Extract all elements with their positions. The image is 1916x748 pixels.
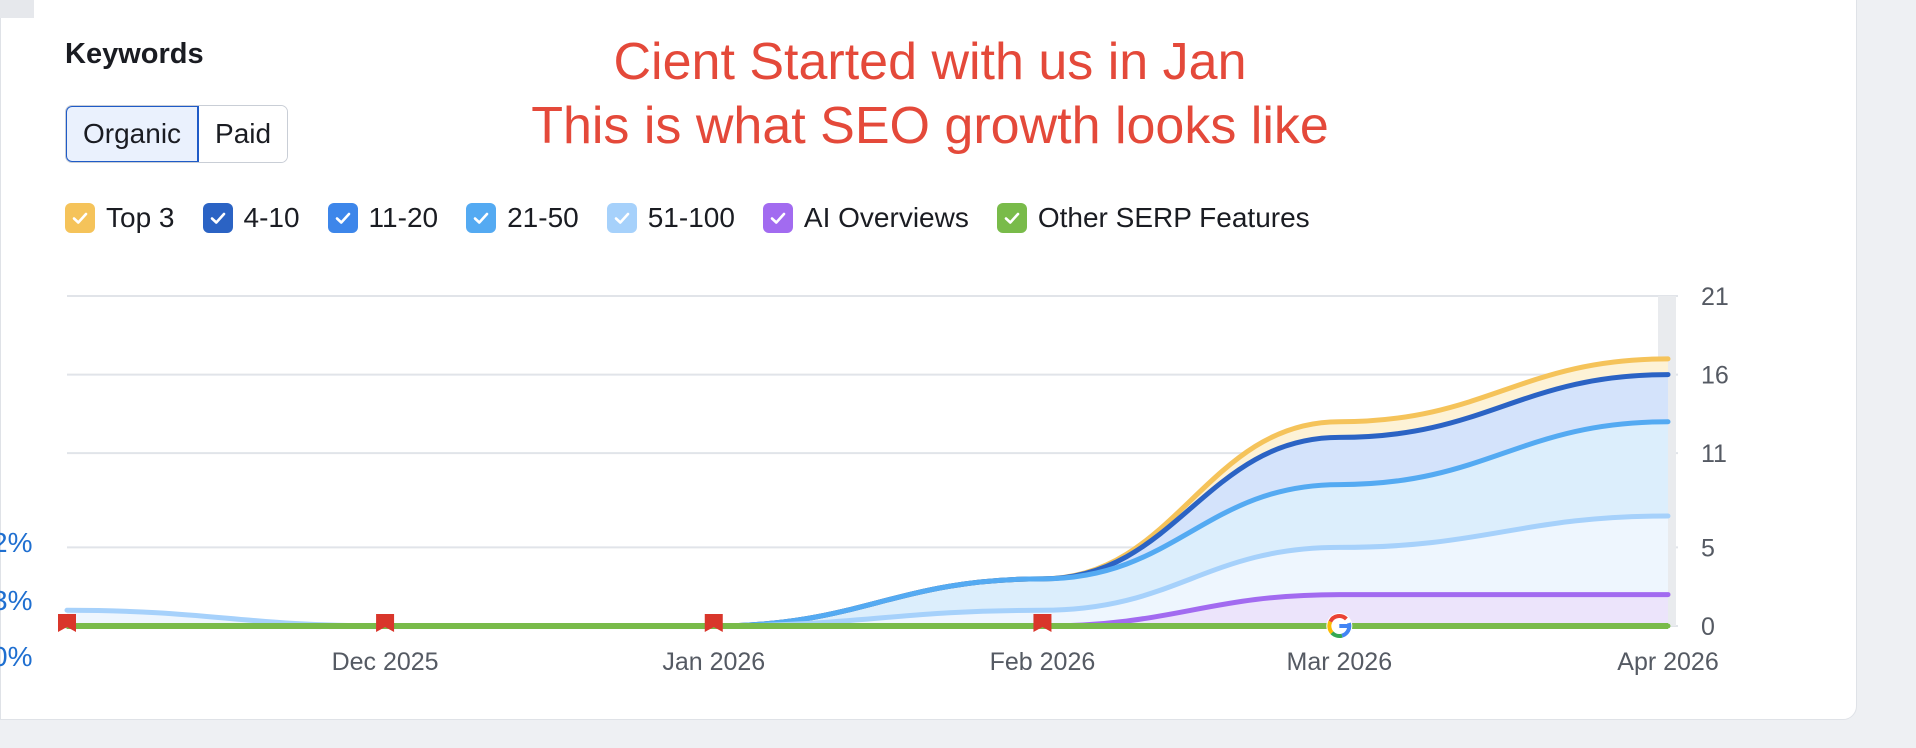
legend-label: Top 3: [106, 202, 175, 233]
tab-paid[interactable]: Paid: [199, 106, 288, 162]
check-icon[interactable]: [327, 203, 358, 233]
legend-item[interactable]: 4-10: [202, 202, 300, 234]
left-axis-label: 3%: [0, 585, 33, 616]
google-icon-segment: [1327, 620, 1334, 635]
y-tick-label: 0: [1701, 613, 1715, 641]
keywords-chart: 0 5 11 16 21 Dec 2025 Jan 2026 Feb 2026 Mar 2026…: [58, 283, 1729, 676]
tab-organic[interactable]: Organic: [66, 106, 200, 162]
x-tick-label: Feb 2026: [990, 648, 1096, 676]
google-icon-segment: [1328, 614, 1348, 623]
y-tick-label: 16: [1701, 362, 1729, 390]
legend-item[interactable]: 21-50: [466, 202, 579, 234]
annotation-text: Cient Started with us in Jan This is wha…: [460, 30, 1400, 158]
legend-label: 51-100: [647, 202, 735, 233]
flag-icon: [704, 614, 723, 632]
annotation-line-1: Cient Started with us in Jan: [613, 33, 1247, 91]
y-tick-label: 5: [1701, 534, 1715, 562]
check-icon[interactable]: [606, 203, 637, 233]
check-icon[interactable]: [65, 203, 95, 233]
legend-label: 4-10: [243, 202, 300, 233]
y-tick-label: 11: [1701, 440, 1727, 468]
legend-item[interactable]: 51-100: [606, 202, 735, 234]
legend-label: Other SERP Features: [1037, 202, 1310, 233]
legend-label: AI Overviews: [803, 202, 969, 233]
series-area: [67, 594, 1668, 626]
organic-paid-toggle: Organic Paid: [65, 105, 289, 163]
check-icon[interactable]: [466, 203, 497, 233]
flag-icon: [376, 614, 395, 632]
x-tick-label: Dec 2025: [332, 648, 439, 676]
y-tick-label: 21: [1701, 283, 1729, 311]
flag-icon: [1033, 614, 1052, 632]
x-tick-label: Mar 2026: [1287, 648, 1393, 676]
left-axis-label: 2%: [0, 527, 33, 558]
corner-tab: [0, 0, 34, 18]
chart-legend: Top 3 4-10 11-20 21-50 51-100 AI Overviews Oth…: [65, 202, 1338, 234]
widget-title: Keywords: [65, 38, 204, 70]
check-icon[interactable]: [202, 203, 233, 233]
check-icon[interactable]: [996, 203, 1027, 233]
google-icon-segment: [1330, 631, 1343, 638]
legend-item[interactable]: Other SERP Features: [996, 202, 1310, 234]
left-axis-label: 0%: [0, 641, 33, 672]
legend-item[interactable]: Top 3: [65, 202, 175, 234]
flag-icon: [58, 614, 76, 632]
legend-label: 21-50: [507, 202, 579, 233]
x-tick-label: Apr 2026: [1617, 648, 1718, 676]
legend-item[interactable]: AI Overviews: [762, 202, 969, 234]
x-tick-label: Jan 2026: [662, 648, 765, 676]
annotation-line-2: This is what SEO growth looks like: [531, 97, 1329, 155]
check-icon[interactable]: [762, 203, 793, 233]
legend-item[interactable]: 11-20: [327, 202, 439, 234]
legend-label: 11-20: [368, 202, 439, 233]
